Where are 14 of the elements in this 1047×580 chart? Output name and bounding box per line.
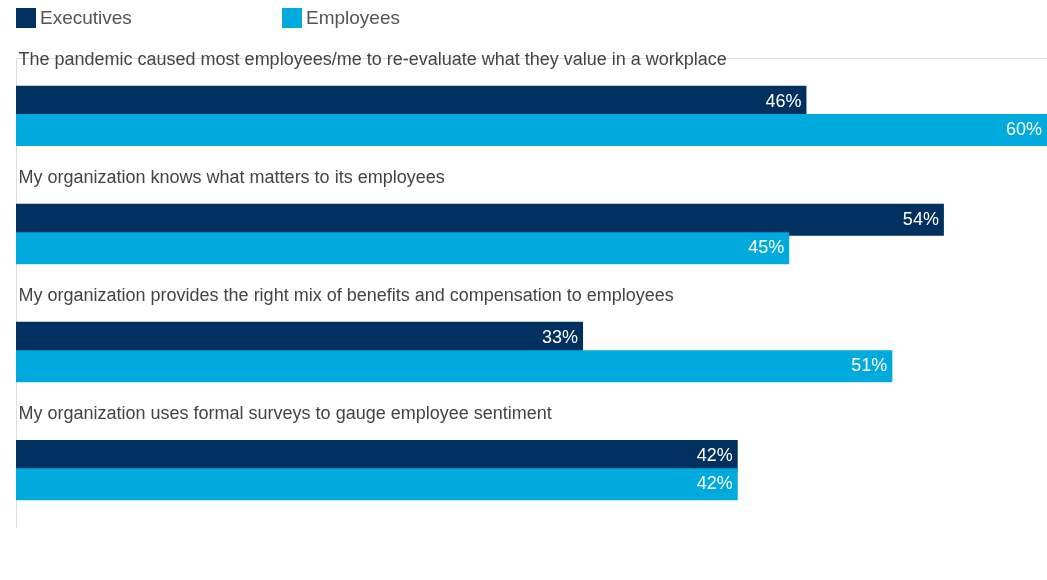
data-label: 54%	[902, 208, 939, 229]
y-tick-label: My organization uses formal surveys to gauge employee sentiment	[18, 403, 552, 424]
y-tick-label: My organization provides the right mix of benefits and compensation to employees	[18, 285, 674, 306]
data-label: 33%	[542, 326, 579, 347]
data-label: 42%	[696, 444, 733, 465]
legend-label: Executives	[40, 7, 132, 28]
data-label: 51%	[851, 355, 888, 376]
y-tick-label: The pandemic caused most employees/me to re-evaluate what they value in a workplace	[18, 48, 727, 69]
y-tick-label: My organization knows what matters to its employees	[18, 166, 445, 187]
data-label: 42%	[696, 473, 733, 494]
legend-label: Employees	[306, 7, 400, 28]
data-label: 60%	[1005, 119, 1042, 140]
data-label: 45%	[748, 237, 785, 258]
data-label: 46%	[765, 90, 802, 111]
